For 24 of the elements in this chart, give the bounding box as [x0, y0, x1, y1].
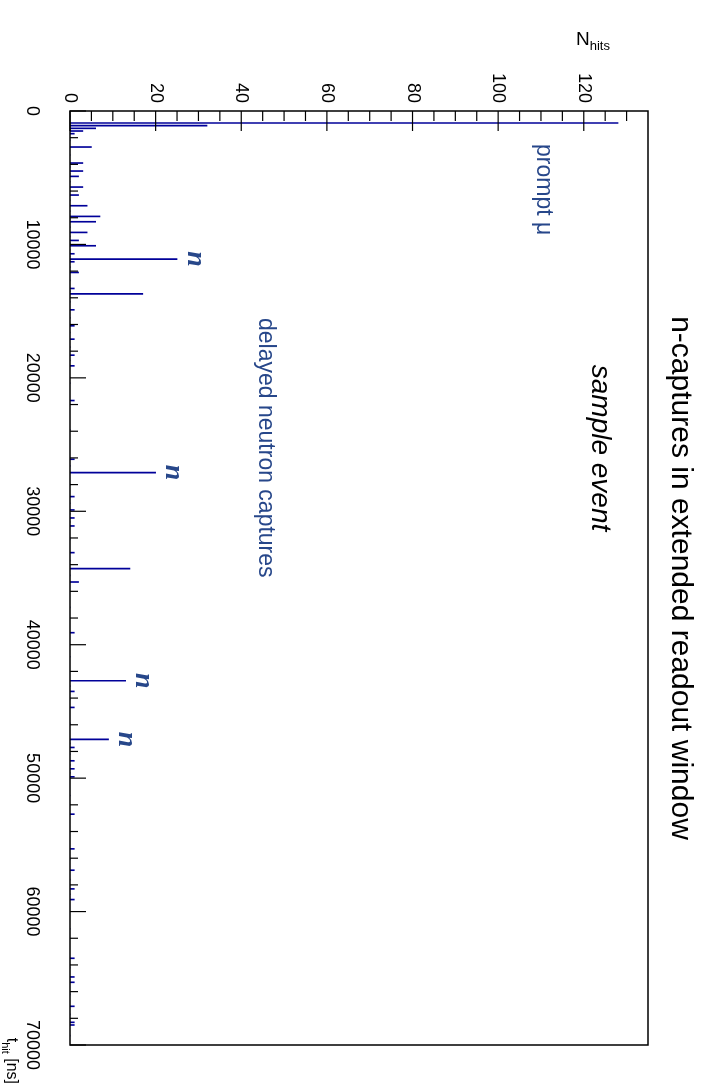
y-tick-label: 60000 [23, 886, 44, 937]
y-tick-label: 50000 [23, 753, 44, 804]
x-tick-label: 120 [574, 72, 595, 104]
y-tick-label: 0 [23, 105, 44, 117]
x-tick-label: 40 [232, 82, 253, 104]
x-tick-label: 100 [489, 72, 510, 104]
annotation: n [160, 464, 192, 481]
x-tick-label: 0 [61, 92, 82, 103]
x-tick-label: 20 [146, 82, 167, 104]
x-tick-label: 80 [403, 82, 424, 104]
annotation: n [181, 251, 213, 267]
annotation: delayed neutron captures [253, 318, 280, 578]
y-tick-label: 20000 [23, 352, 44, 403]
x-tick-label: 60 [317, 82, 338, 104]
y-tick-label: 70000 [23, 1019, 44, 1071]
annotation: prompt μ [531, 144, 558, 236]
text: n-captures in extended readout window [665, 316, 699, 841]
annotation: n [130, 672, 162, 689]
annotation: n [113, 731, 145, 748]
y-tick-label: 30000 [23, 486, 44, 537]
y-tick-label: 40000 [23, 619, 44, 670]
y-axis-title: thit [ns] [0, 1037, 21, 1084]
text: sample event [586, 364, 618, 533]
y-tick-label: 10000 [23, 219, 44, 270]
